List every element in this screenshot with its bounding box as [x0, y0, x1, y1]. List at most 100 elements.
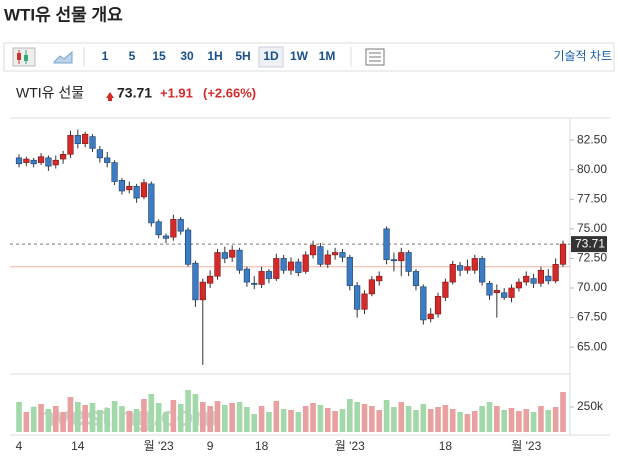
candle-body: [552, 264, 559, 282]
volume-bar: [457, 412, 463, 432]
volume-bar: [133, 409, 140, 432]
volume-bar: [45, 409, 52, 432]
y-tick-label: 77.50: [577, 191, 607, 205]
candle-body: [530, 278, 537, 284]
volume-bar: [30, 407, 37, 432]
volume-bar: [16, 402, 22, 432]
candle-body: [523, 275, 530, 283]
candle-body: [221, 252, 228, 259]
volume-bar: [82, 405, 88, 432]
volume-bar: [339, 409, 346, 432]
candle-body: [251, 282, 258, 285]
candle-body: [324, 254, 331, 265]
volume-bar: [376, 410, 383, 432]
up-arrow: [106, 92, 114, 101]
candle-body: [118, 180, 126, 192]
volume-bar: [97, 410, 103, 432]
candle-body: [471, 258, 478, 271]
volume-bar: [545, 410, 552, 432]
candle-body: [464, 266, 471, 271]
volume-bar: [442, 405, 449, 432]
instrument-name: WTI유 선물: [16, 85, 84, 101]
area-icon[interactable]: [53, 50, 73, 64]
volume-bar: [199, 402, 206, 432]
interval-button[interactable]: 1H: [207, 49, 222, 63]
volume-bar: [310, 403, 316, 432]
interval-button[interactable]: 1M: [319, 49, 336, 63]
price-label: 73.71: [575, 236, 605, 250]
candle-body: [398, 252, 405, 262]
interval-button[interactable]: 5H: [235, 49, 250, 63]
candle-body: [354, 285, 361, 310]
volume-bar: [471, 411, 478, 432]
interval-button[interactable]: 1: [102, 49, 109, 63]
volume-bar: [295, 412, 302, 432]
volume-bar: [52, 406, 59, 432]
candle-body: [486, 282, 493, 296]
x-tick-label: 18: [439, 439, 453, 453]
candle-body: [126, 185, 133, 191]
change: +1.91: [160, 85, 193, 100]
volume-bar: [324, 408, 331, 432]
candle-body: [52, 159, 59, 166]
candle-body: [184, 229, 192, 265]
y-tick-label: 72.50: [577, 251, 607, 265]
volume-bar: [288, 410, 294, 432]
tech-chart-link[interactable]: 기술적 차트: [553, 49, 612, 63]
volume-bar: [420, 404, 427, 432]
interval-button[interactable]: 1W: [290, 49, 309, 63]
candle-body: [295, 261, 302, 273]
candle-body: [427, 313, 434, 320]
volume-bar: [317, 405, 324, 432]
interval-button[interactable]: 30: [180, 49, 194, 63]
volume-bar: [354, 402, 360, 432]
candle-body: [265, 271, 273, 279]
interval-button[interactable]: 15: [152, 49, 166, 63]
candle-body: [236, 249, 243, 271]
y-tick-label: 75.00: [577, 221, 607, 235]
volume-bar: [516, 411, 522, 432]
candle-body: [155, 221, 162, 236]
candle-body: [162, 235, 170, 239]
volume-bar: [501, 410, 507, 432]
candle-body: [390, 259, 398, 262]
table-icon[interactable]: [365, 48, 385, 66]
candle-body: [23, 158, 30, 163]
candle-body: [280, 258, 287, 271]
candle-body: [405, 252, 412, 272]
volume-bar: [251, 414, 258, 432]
volume-bar: [530, 412, 537, 432]
volume-bar: [391, 407, 397, 432]
volume-bar: [508, 408, 515, 432]
candle-body: [37, 156, 45, 163]
candle-body: [339, 252, 346, 258]
x-tick-label: 9: [207, 439, 214, 453]
volume-bar: [38, 404, 44, 432]
candle-body: [229, 249, 236, 258]
candle-body: [537, 269, 545, 284]
volume-bar: [383, 400, 390, 432]
interval-button[interactable]: 5: [129, 49, 136, 63]
candle-body: [243, 268, 250, 283]
candle-body: [442, 281, 449, 298]
volume-bar: [538, 406, 544, 432]
active-button-bg: [258, 46, 284, 68]
candle-body: [148, 183, 155, 224]
candle-body: [170, 219, 177, 238]
candle-body: [74, 135, 81, 144]
x-tick-label: 월 '23: [511, 439, 541, 453]
volume-bar: [67, 397, 74, 432]
toolbar: [3, 42, 615, 72]
volume-bar: [163, 412, 169, 432]
interval-button[interactable]: 1D: [263, 49, 279, 63]
candle-icon[interactable]: [12, 47, 36, 67]
volume-bar: [449, 409, 456, 432]
volume-bar: [273, 401, 280, 432]
candle-body: [273, 258, 280, 279]
volume-bar: [141, 399, 147, 432]
volume-bar: [369, 406, 375, 432]
volume-bar: [207, 406, 213, 432]
candle-body: [67, 135, 74, 155]
candle-body: [199, 281, 206, 301]
